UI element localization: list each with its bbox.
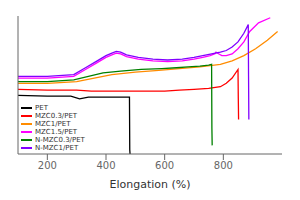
html-text:MZC0.3/PET: MZC0.3/PET [35,112,78,120]
html-text:MZC1/PET: MZC1/PET [35,120,71,128]
svg-text:200: 200 [38,160,57,171]
svg-text:400: 400 [96,160,115,171]
svg-text:Elongation (%): Elongation (%) [109,178,190,191]
svg-text:600: 600 [155,160,174,171]
svg-text:800: 800 [214,160,233,171]
html-text:N-MZC1/PET: N-MZC1/PET [35,144,79,152]
html-text:MZC1.5/PET: MZC1.5/PET [35,128,78,136]
html-text:N-MZC0.3/PET: N-MZC0.3/PET [35,136,85,144]
html-text:PET: PET [35,104,48,112]
